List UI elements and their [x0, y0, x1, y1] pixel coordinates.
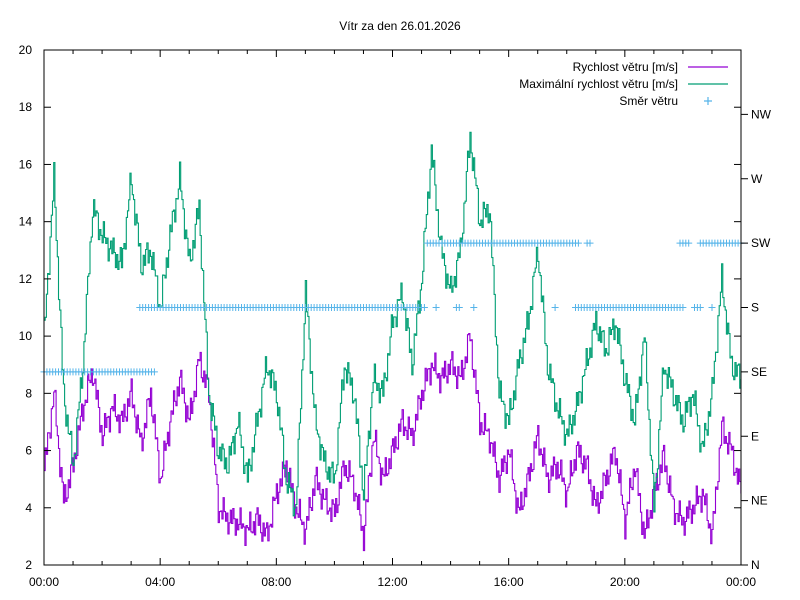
legend-label-max-speed: Maximální rychlost větru [m/s] [519, 77, 678, 91]
x-tick-label: 20:00 [610, 575, 640, 589]
y2-tick-label: NW [751, 107, 772, 121]
y2-tick-label: NE [751, 494, 768, 508]
direction-point [685, 239, 693, 247]
direction-point [586, 239, 594, 247]
plot-series [40, 131, 745, 552]
direction-point [551, 304, 559, 311]
legend-label-direction: Směr větru [619, 94, 678, 108]
y-tick-label: 12 [19, 272, 33, 286]
x-tick-label: 04:00 [145, 575, 175, 589]
direction-point [432, 304, 440, 311]
y2-tick-label: S [751, 301, 759, 315]
y2-tick-label: W [751, 172, 763, 186]
y-tick-label: 4 [25, 501, 32, 515]
x-tick-label: 00:00 [29, 575, 59, 589]
x-tick-label: 08:00 [261, 575, 291, 589]
y-tick-label: 6 [25, 444, 32, 458]
y2-tick-label: SE [751, 365, 767, 379]
y2-tick-label: SW [751, 236, 771, 250]
y2-tick-label: N [751, 558, 760, 572]
direction-point [470, 304, 478, 311]
direction-point [696, 304, 704, 311]
x-tick-label: 16:00 [494, 575, 524, 589]
y-tick-label: 18 [19, 100, 33, 114]
direction-point [574, 239, 582, 247]
x-tick-label: 12:00 [377, 575, 407, 589]
direction-point [150, 368, 158, 376]
y-tick-label: 2 [25, 558, 32, 572]
legend: Rychlost větru [m/s] Maximální rychlost … [519, 60, 728, 108]
y2-tick-label: E [751, 429, 759, 443]
direction-point [708, 304, 716, 311]
axes: 2 4 6 8 10 12 14 16 18 20 N NE E SE S SW W NW 00:00 04:00 08… [19, 43, 772, 589]
y-tick-label: 20 [19, 43, 33, 57]
legend-swatch-direction [704, 97, 712, 105]
series-line-0 [44, 332, 742, 552]
y-tick-label: 10 [19, 329, 33, 343]
y-tick-label: 16 [19, 157, 33, 171]
y-tick-label: 14 [19, 215, 33, 229]
direction-point [679, 304, 687, 311]
direction-point [420, 304, 428, 311]
chart-title: Vítr za den 26.01.2026 [339, 19, 461, 33]
x-tick-label: 00:00 [726, 575, 756, 589]
series-line-1 [44, 131, 742, 517]
direction-points [40, 239, 745, 376]
y-tick-label: 8 [25, 386, 32, 400]
legend-label-speed: Rychlost větru [m/s] [573, 60, 678, 74]
direction-point [455, 304, 463, 311]
